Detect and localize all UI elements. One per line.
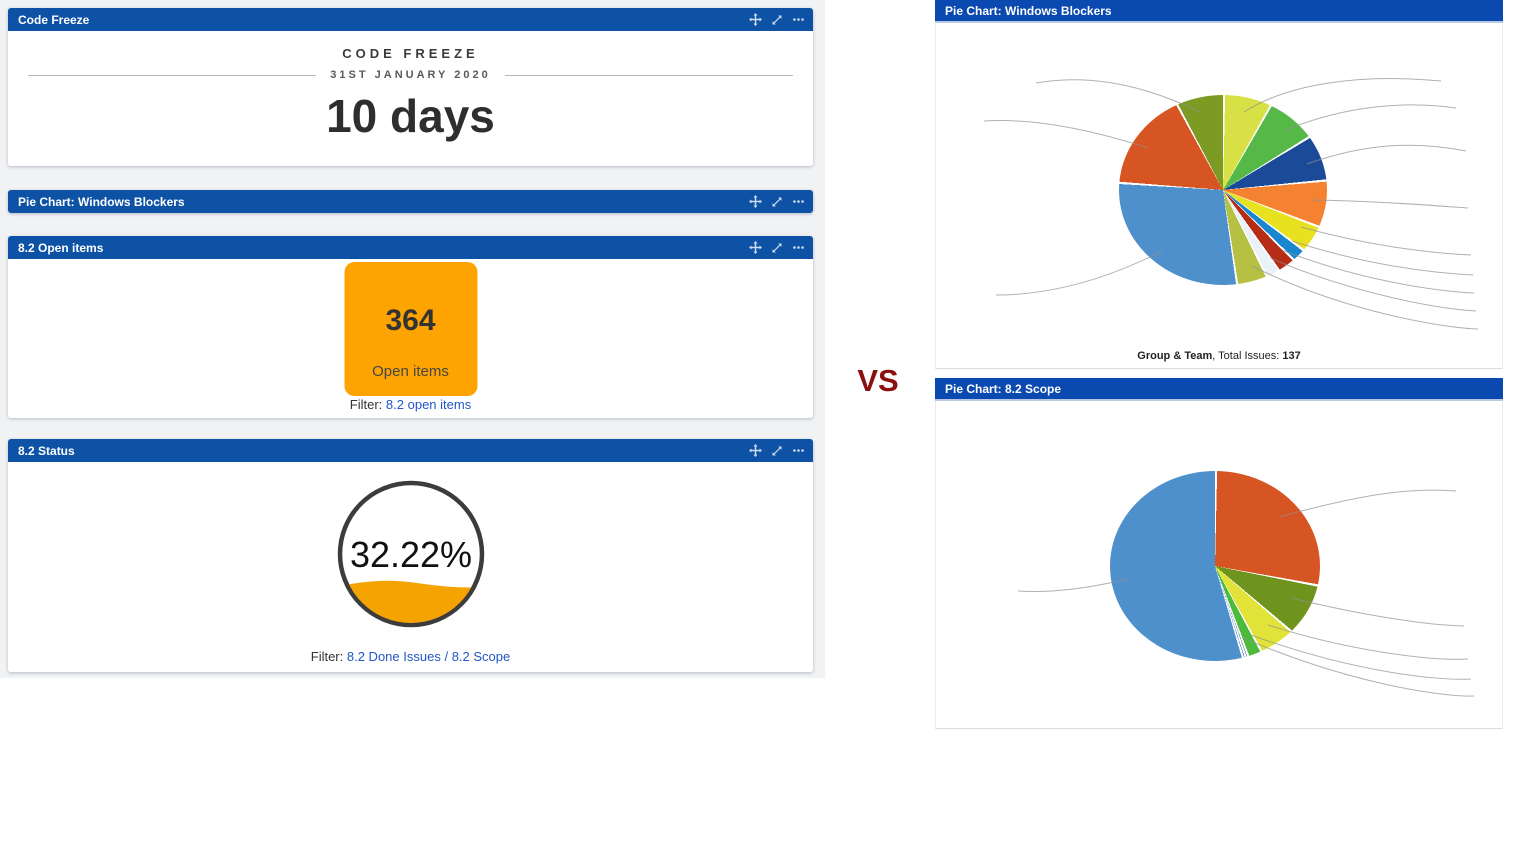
panel-pie-chart-scope: Pie Chart: 8.2 Scope <box>935 378 1503 729</box>
move-icon[interactable] <box>749 444 762 457</box>
caption-total-label: , Total Issues: <box>1212 350 1283 362</box>
ellipsis-menu-icon[interactable] <box>792 13 805 26</box>
left-dashboard-screenshot: Code Freeze CODE FREEZE 31ST JANUARY 202… <box>0 0 825 678</box>
pie-scope-body <box>935 401 1503 729</box>
move-icon[interactable] <box>749 241 762 254</box>
code-freeze-countdown: 10 days <box>326 90 495 142</box>
ellipsis-menu-icon[interactable] <box>792 241 805 254</box>
panel-open-items: 8.2 Open items 364 Open items Filter: 8.… <box>8 236 813 418</box>
open-items-filter-row: Filter: 8.2 open items <box>8 397 813 412</box>
open-items-body: 364 Open items Filter: 8.2 open items <box>8 259 813 418</box>
open-items-stat-box: 364 Open items <box>344 262 477 396</box>
panel-pie-windows-blockers-collapsed: Pie Chart: Windows Blockers <box>8 190 813 213</box>
expand-icon[interactable] <box>771 196 783 208</box>
vs-label: VS <box>857 363 899 398</box>
caption-total-value: 137 <box>1282 350 1301 362</box>
pie-caption: Group & Team, Total Issues: 137 <box>936 350 1502 362</box>
gadget-title: Pie Chart: Windows Blockers <box>945 3 1112 18</box>
panel-status: 8.2 Status 32.22% Filter: 8.2 Done Issue… <box>8 439 813 672</box>
gauge-percent: 32.22% <box>349 534 471 575</box>
status-filter-row: Filter: 8.2 Done Issues / 8.2 Scope <box>8 649 813 664</box>
move-icon[interactable] <box>749 13 762 26</box>
open-items-count-label: Open items <box>372 363 449 380</box>
move-icon[interactable] <box>749 195 762 208</box>
filter-label: Filter: <box>349 397 383 412</box>
gadget-title: 8.2 Open items <box>18 240 104 255</box>
filter-separator: / <box>444 649 449 664</box>
pie-chart-windows-blockers <box>1119 95 1327 285</box>
divider-line <box>28 74 317 76</box>
code-freeze-body: CODE FREEZE 31ST JANUARY 2020 10 days <box>8 46 813 166</box>
code-freeze-date-row: 31ST JANUARY 2020 <box>8 69 813 81</box>
panel-code-freeze: Code Freeze CODE FREEZE 31ST JANUARY 202… <box>8 8 813 166</box>
pie-chart-scope <box>1110 471 1320 661</box>
ellipsis-menu-icon[interactable] <box>792 444 805 457</box>
open-items-count: 364 <box>385 304 436 337</box>
divider-line <box>504 74 794 76</box>
gadget-header-code-freeze: Code Freeze <box>8 8 813 31</box>
expand-icon[interactable] <box>771 242 783 254</box>
gadget-header-status: 8.2 Status <box>8 439 813 462</box>
gadget-header-open-items: 8.2 Open items <box>8 236 813 259</box>
gadget-title: Pie Chart: 8.2 Scope <box>945 381 1062 396</box>
pie-windows-blockers-body: Group & Team, Total Issues: 137 <box>935 23 1503 369</box>
filter-link-done-issues[interactable]: 8.2 Done Issues <box>346 649 441 664</box>
filter-link-open-items[interactable]: 8.2 open items <box>385 397 472 412</box>
gadget-title: Code Freeze <box>18 12 90 27</box>
gadget-header-pie-scope: Pie Chart: 8.2 Scope <box>935 378 1503 401</box>
panel-pie-chart-windows-blockers: Pie Chart: Windows Blockers <box>935 0 1503 369</box>
gadget-title: 8.2 Status <box>18 443 75 458</box>
gadget-title: Pie Chart: Windows Blockers <box>18 194 185 209</box>
filter-link-scope[interactable]: 8.2 Scope <box>451 649 511 664</box>
gadget-header-pie-windows-blockers: Pie Chart: Windows Blockers <box>8 190 813 213</box>
code-freeze-date: 31ST JANUARY 2020 <box>330 69 491 81</box>
expand-icon[interactable] <box>771 14 783 26</box>
status-gauge: 32.22% <box>337 480 485 633</box>
expand-icon[interactable] <box>771 445 783 457</box>
right-dashboard-screenshot: Pie Chart: Windows Blockers <box>935 0 1503 731</box>
status-body: 32.22% Filter: 8.2 Done Issues / 8.2 Sco… <box>8 462 813 672</box>
filter-label: Filter: <box>310 649 344 664</box>
gadget-header-pie-windows-blockers-right: Pie Chart: Windows Blockers <box>935 0 1503 23</box>
ellipsis-menu-icon[interactable] <box>792 195 805 208</box>
code-freeze-title: CODE FREEZE <box>342 46 479 61</box>
caption-group-by: Group & Team <box>1137 350 1213 362</box>
